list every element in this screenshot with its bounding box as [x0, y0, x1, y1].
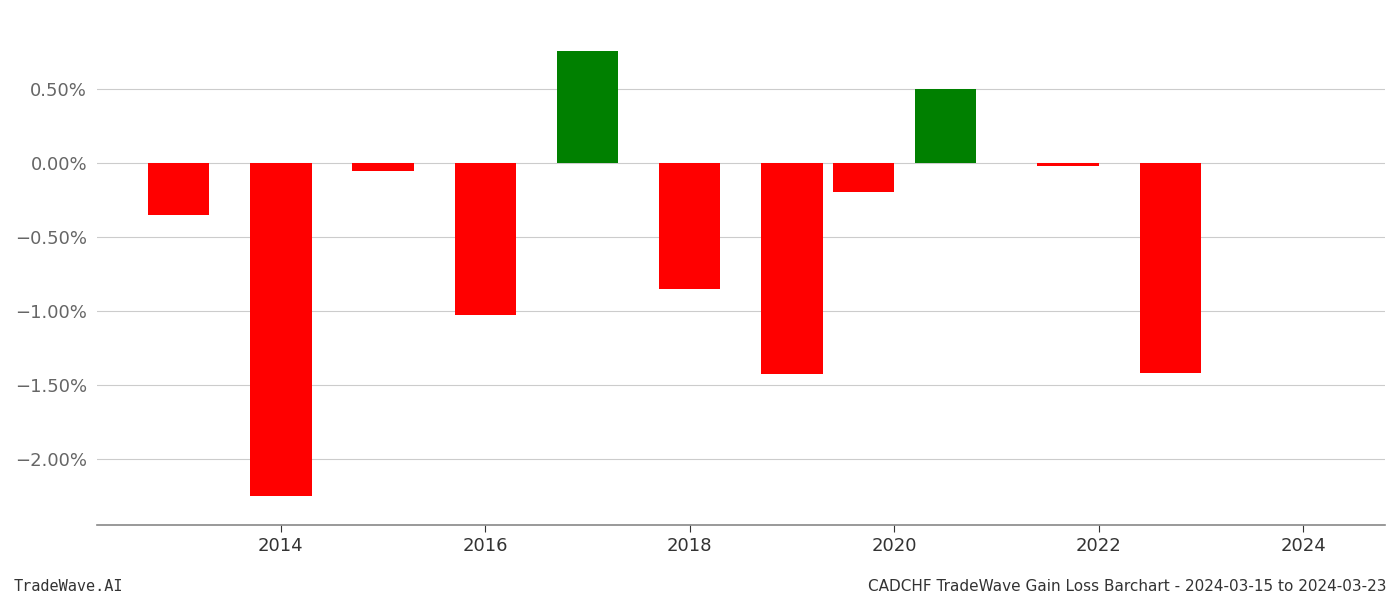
Bar — [148, 163, 210, 215]
Bar — [659, 163, 721, 289]
Bar — [557, 51, 619, 163]
Bar — [455, 163, 517, 315]
Bar — [1037, 163, 1099, 166]
Bar — [762, 163, 823, 374]
Bar — [1140, 163, 1201, 373]
Text: TradeWave.AI: TradeWave.AI — [14, 579, 123, 594]
Bar — [914, 89, 976, 163]
Text: CADCHF TradeWave Gain Loss Barchart - 2024-03-15 to 2024-03-23: CADCHF TradeWave Gain Loss Barchart - 20… — [868, 579, 1386, 594]
Bar — [833, 163, 895, 193]
Bar — [353, 163, 414, 171]
Bar — [251, 163, 312, 496]
